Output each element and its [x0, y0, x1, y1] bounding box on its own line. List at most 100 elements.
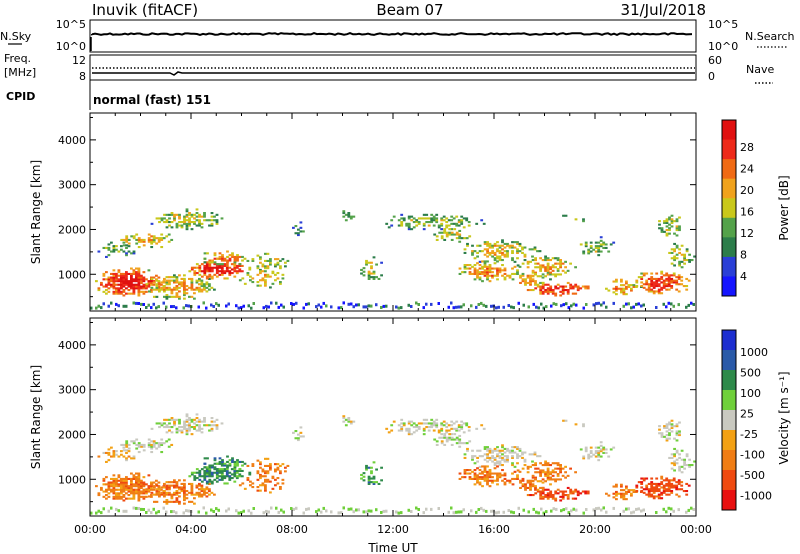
velocity-cell — [241, 482, 245, 485]
power-cell — [175, 288, 179, 291]
velocity-cell — [385, 427, 389, 430]
velocity-cell — [266, 464, 270, 467]
power-cell — [541, 266, 545, 269]
velocity-cell — [561, 490, 565, 493]
velocity-cell — [678, 456, 681, 459]
power-cell — [597, 301, 600, 305]
velocity-cell — [120, 450, 123, 453]
power-cell — [481, 250, 484, 253]
velocity-cell — [264, 489, 267, 492]
power-cell — [213, 252, 217, 255]
power-cell — [130, 278, 133, 281]
velocity-cell — [178, 429, 181, 432]
velocity-cell — [155, 500, 159, 503]
velocity-cell — [115, 450, 118, 453]
velocity-cell — [117, 494, 121, 497]
power-cell — [233, 259, 237, 262]
velocity-cell — [188, 422, 191, 425]
velocity-cell — [415, 429, 419, 432]
nave-label: Nave — [746, 63, 774, 76]
power-cell — [193, 273, 197, 276]
velocity-cell — [142, 495, 146, 498]
velocity-cell — [417, 427, 421, 430]
velocity-cell — [574, 423, 578, 426]
velocity-cell — [259, 484, 262, 487]
power-cell — [672, 272, 676, 275]
velocity-cell — [208, 493, 211, 496]
power-cell — [680, 244, 684, 247]
velocity-cell — [238, 460, 242, 463]
velocity-cell — [673, 425, 676, 428]
velocity-cell — [274, 463, 277, 466]
velocity-cell — [582, 457, 586, 460]
velocity-cell — [279, 464, 282, 467]
velocity-cell — [521, 483, 525, 486]
power-cell — [183, 279, 186, 282]
velocity-cell — [480, 424, 484, 427]
power-cell — [554, 294, 558, 297]
power-cell — [493, 259, 497, 262]
velocity-cell — [495, 511, 498, 515]
power-cell — [534, 287, 538, 290]
power-cell — [564, 289, 568, 292]
power-cell — [132, 278, 136, 281]
power-cell — [453, 228, 457, 231]
power-cell — [539, 281, 542, 284]
velocity-cell — [660, 497, 664, 500]
power-cell — [541, 290, 545, 293]
power-cell — [665, 220, 669, 223]
power-cell — [473, 272, 477, 275]
power-cell — [185, 210, 189, 213]
power-cell — [130, 280, 133, 283]
power-cell — [539, 292, 543, 295]
power-cell — [256, 284, 260, 287]
velocity-cell — [230, 468, 234, 471]
power-cell — [625, 280, 628, 283]
power-cell — [673, 255, 676, 258]
velocity-cell — [473, 474, 477, 477]
power-cell — [150, 280, 153, 283]
velocity-cell — [137, 488, 141, 491]
power-cell — [595, 302, 598, 306]
velocity-cell — [155, 422, 159, 425]
velocity-cell — [675, 439, 679, 442]
power-cell — [473, 271, 477, 274]
velocity-cell — [225, 471, 229, 474]
power-cell — [110, 241, 113, 244]
velocity-cell — [246, 478, 250, 481]
velocity-cell — [168, 418, 171, 421]
velocity-cell — [496, 476, 499, 479]
power-cell — [215, 266, 219, 269]
velocity-cell — [566, 495, 570, 498]
velocity-cell — [190, 420, 194, 423]
velocity-cell — [435, 443, 439, 446]
velocity-cell — [200, 480, 204, 483]
velocity-cell — [609, 448, 613, 451]
power-cell — [462, 303, 465, 307]
velocity-cell — [175, 500, 179, 503]
power-cell — [217, 303, 220, 307]
velocity-cell — [687, 508, 690, 512]
velocity-cell — [256, 486, 260, 489]
power-cell — [534, 262, 537, 265]
power-cell — [246, 259, 250, 262]
velocity-cell — [198, 469, 202, 472]
power-cell — [132, 272, 136, 275]
velocity-cell — [127, 477, 131, 480]
velocity-cell — [228, 475, 232, 478]
velocity-cell — [120, 443, 124, 446]
velocity-cell — [241, 460, 244, 463]
power-cell — [675, 283, 679, 286]
power-cell — [496, 271, 499, 274]
velocity-cell — [218, 475, 222, 478]
power-cell — [491, 274, 494, 277]
velocity-cell — [523, 458, 527, 461]
power-cell — [212, 305, 215, 308]
velocity-cell — [435, 440, 439, 443]
power-cell — [210, 215, 214, 218]
velocity-cell — [188, 482, 191, 485]
velocity-cell — [678, 430, 681, 433]
velocity-cell — [140, 490, 143, 493]
power-cell — [660, 270, 664, 273]
power-cell — [155, 286, 159, 289]
